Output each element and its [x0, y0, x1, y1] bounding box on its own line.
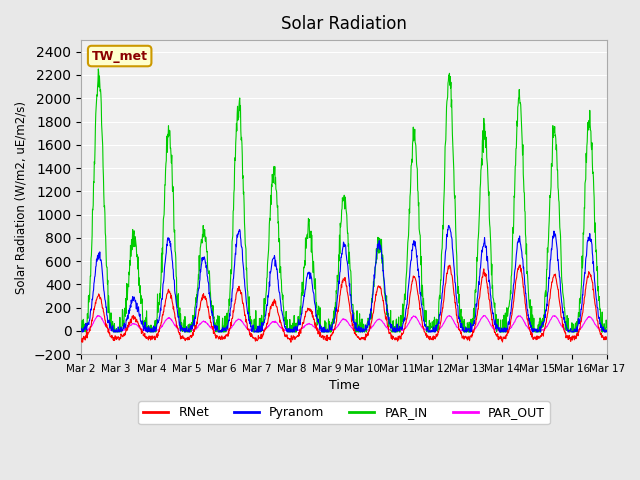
Text: TW_met: TW_met	[92, 49, 148, 62]
Y-axis label: Solar Radiation (W/m2, uE/m2/s): Solar Radiation (W/m2, uE/m2/s)	[15, 101, 28, 294]
Legend: RNet, Pyranom, PAR_IN, PAR_OUT: RNet, Pyranom, PAR_IN, PAR_OUT	[138, 401, 550, 424]
X-axis label: Time: Time	[329, 379, 360, 392]
Title: Solar Radiation: Solar Radiation	[281, 15, 407, 33]
